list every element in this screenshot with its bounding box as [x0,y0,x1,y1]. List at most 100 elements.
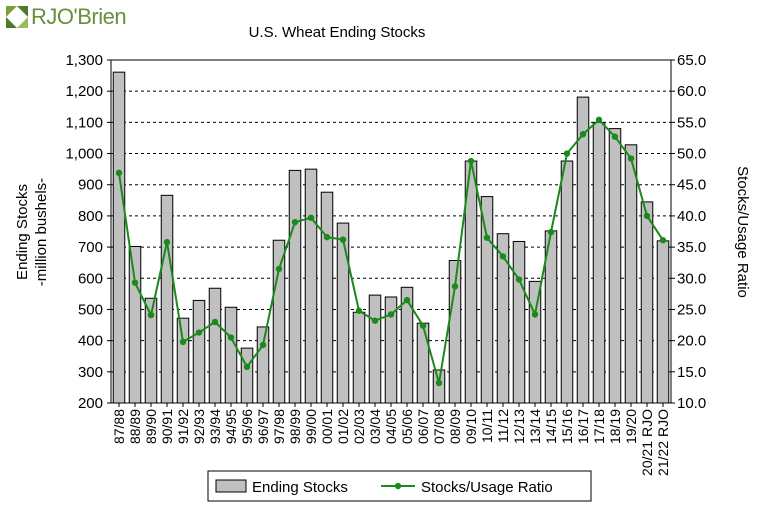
y-tick-label: 700 [78,239,103,256]
ratio-point [115,169,123,177]
ratio-point [611,133,619,140]
bar [352,311,366,404]
y-tick-label: 200 [78,395,103,412]
ratio-point [563,150,571,157]
x-tick-label: 15/16 [559,409,575,444]
ratio-point [291,218,299,226]
bar [624,144,638,404]
y2-tick-label: 35.0 [677,239,706,256]
ratio-point [403,296,411,304]
ratio-point [419,322,427,329]
legend-bar-label: Ending Stocks [252,479,348,496]
y-tick-label: 400 [78,333,103,350]
x-tick-label: 19/20 [623,409,639,444]
bar [224,306,238,404]
company-logo: RJO'Brien [6,4,127,29]
x-axis: 87/88 88/89 89/90 90/91 91/92 92/93 93/94 94/95… [111,403,671,476]
logo-text: RJO'Brien [31,4,127,29]
ratio-point [467,157,475,165]
x-tick-label: 14/15 [543,409,559,444]
bar [176,317,190,404]
bar [480,196,494,404]
logo-mark-icon [6,6,28,28]
legend: Ending Stocks Stocks/Usage Ratio [207,470,592,502]
x-tick-label: 04/05 [383,409,399,444]
bar [592,121,606,404]
x-tick-label: 06/07 [415,409,431,444]
line-series [115,116,667,387]
bar [608,128,622,404]
y-tick-label: 300 [78,364,103,381]
x-tick-label: 91/92 [175,409,191,444]
x-tick-label: 03/04 [367,409,383,444]
x-tick-label: 11/12 [495,409,511,443]
ratio-point [595,116,603,124]
x-tick-label: 93/94 [207,409,223,444]
legend-line-label: Stocks/Usage Ratio [421,479,553,496]
bar [256,326,270,404]
x-tick-label: 16/17 [575,409,591,444]
chart-title: U.S. Wheat Ending Stocks [249,24,426,41]
y2-tick-label: 55.0 [677,114,706,131]
x-tick-label: 00/01 [319,409,335,444]
bar [128,245,142,404]
ratio-point [147,311,155,319]
y2-axis-label: Stocks/Usage Ratio [734,166,751,298]
y2-tick-label: 40.0 [677,208,706,225]
y2-tick-label: 10.0 [677,395,706,412]
bar [656,240,670,404]
y2-tick-label: 30.0 [677,270,706,287]
bar [112,71,126,404]
ratio-point [323,233,331,241]
y2-tick-label: 20.0 [677,333,706,350]
ratio-point [531,311,539,318]
x-tick-label: 05/06 [399,409,415,444]
ratio-point [483,234,491,241]
ratio-point [163,238,171,246]
ratio-point [339,236,347,243]
y2-tick-label: 65.0 [677,52,706,69]
y-axis-label-line1: Ending Stocks [14,184,31,280]
x-tick-label: 07/08 [431,409,447,444]
legend-line-marker [394,482,402,490]
y-tick-label: 800 [78,208,103,225]
bar [208,287,222,404]
ratio-point [259,341,267,349]
right-axis: 10.0 15.0 20.0 25.0 30.0 35.0 40.0 45.0 50.0 55.0… [671,52,706,412]
x-tick-label: 96/97 [255,409,271,444]
x-tick-label: 94/95 [223,409,239,444]
bar [320,191,334,404]
bar-series [112,71,670,404]
ratio-point [243,363,251,371]
ratio-point [451,283,459,290]
x-tick-label: 90/91 [159,409,175,444]
bar [368,294,382,404]
ratio-point [659,237,667,244]
bar [336,222,350,404]
bar [640,201,654,404]
y2-tick-label: 25.0 [677,301,706,318]
ratio-point [579,131,587,138]
x-tick-label: 02/03 [351,409,367,444]
ratio-point [499,253,507,260]
x-tick-label: 98/99 [287,409,303,444]
y2-tick-label: 50.0 [677,146,706,163]
y2-tick-label: 60.0 [677,83,706,100]
ratio-point [387,311,395,318]
ratio-point [179,338,187,346]
ratio-point [307,214,315,221]
bar [416,322,430,404]
x-tick-label: 97/98 [271,409,287,444]
ratio-point [643,212,651,220]
ratio-point [515,276,523,283]
x-tick-label: 95/96 [239,409,255,444]
x-tick-label: 17/18 [591,409,607,444]
legend-bar-swatch [215,479,247,493]
bar [560,160,574,404]
x-tick-label: 92/93 [191,409,207,444]
left-axis: 200 300 400 500 600 700 800 900 1,000 1,100 1,200 1… [65,52,111,412]
x-tick-label: 12/13 [511,409,527,444]
bar [432,369,446,404]
x-tick-label: 10/11 [479,409,495,443]
